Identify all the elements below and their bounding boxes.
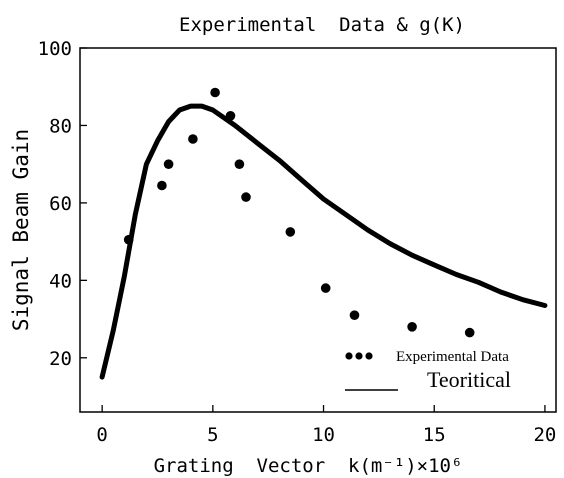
legend-label-experimental: Experimental Data	[396, 349, 509, 365]
x-tick-label: 20	[533, 424, 556, 446]
data-point	[285, 227, 296, 237]
data-point	[241, 192, 251, 202]
y-tick-label: 40	[49, 270, 72, 292]
x-tick-label: 5	[207, 424, 218, 446]
legend-marker-dot	[355, 352, 363, 360]
y-tick-label: 60	[49, 193, 72, 215]
data-point	[407, 322, 417, 332]
legend-label-theoretical: Teoritical	[427, 367, 511, 392]
y-axis-label: Signal Beam Gain	[9, 129, 33, 331]
legend-marker-dot	[365, 352, 373, 360]
y-tick-label: 80	[49, 115, 72, 137]
y-tick-label: 100	[38, 38, 72, 60]
data-point	[157, 180, 167, 191]
data-point	[320, 283, 331, 293]
data-point	[210, 87, 220, 98]
chart-title: Experimental Data & g(K)	[179, 14, 465, 36]
x-tick-label: 15	[423, 424, 446, 446]
data-point	[234, 159, 245, 169]
x-axis-label: Grating Vector k(m⁻¹)×10⁶	[154, 455, 463, 477]
theoretical-curve	[99, 103, 548, 380]
data-point	[464, 327, 475, 338]
y-tick-label: 20	[49, 348, 72, 370]
x-tick-label: 10	[312, 424, 335, 446]
y-axis: 20 40 60 80 100	[38, 38, 87, 370]
plot-frame	[79, 47, 557, 413]
data-point	[349, 310, 360, 321]
x-tick-label: 0	[96, 424, 107, 446]
data-point	[188, 134, 198, 144]
plot-area	[99, 87, 548, 380]
legend: Experimental Data Teoritical	[345, 349, 511, 392]
data-point	[163, 159, 174, 169]
legend-marker-dot	[345, 352, 353, 360]
x-axis: 0 5 10 15 20	[96, 405, 556, 446]
